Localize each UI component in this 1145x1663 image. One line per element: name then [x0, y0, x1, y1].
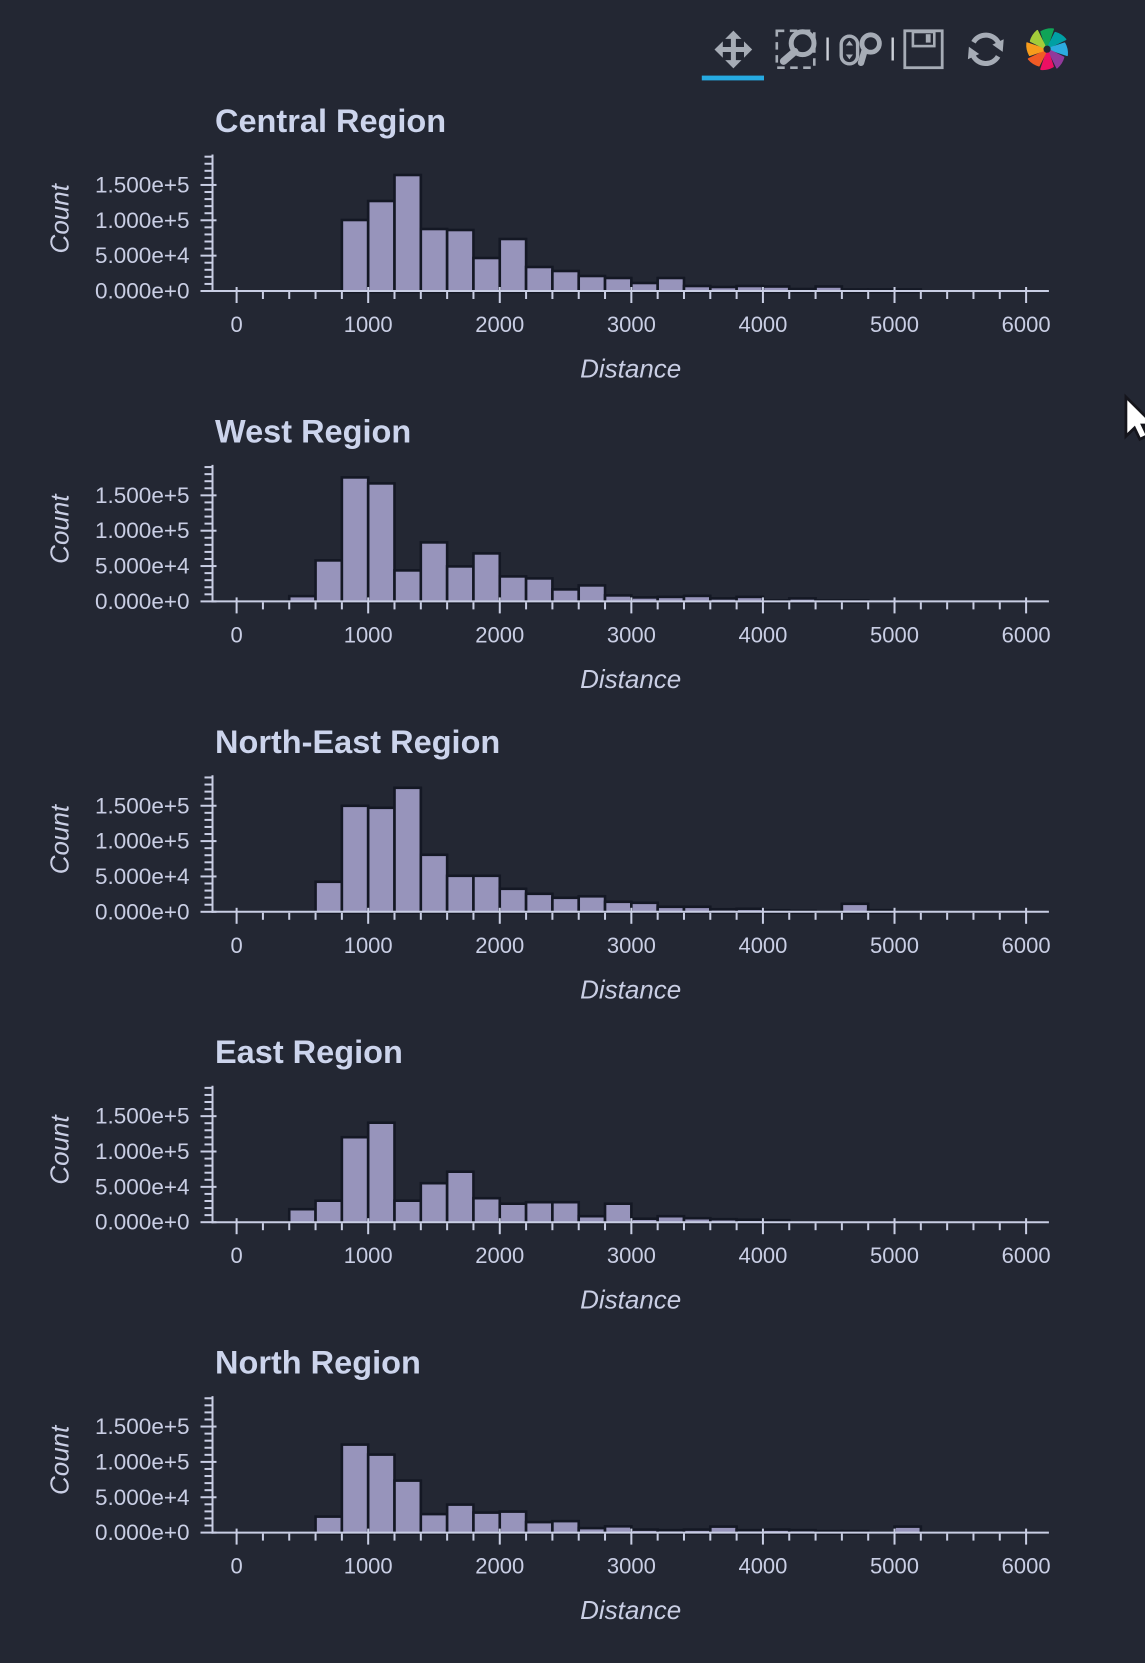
svg-text:1.500e+5: 1.500e+5	[95, 1414, 189, 1439]
svg-text:5.000e+4: 5.000e+4	[95, 554, 189, 579]
svg-text:2000: 2000	[475, 312, 524, 337]
svg-text:1.000e+5: 1.000e+5	[95, 1449, 189, 1474]
svg-text:Distance: Distance	[580, 354, 681, 384]
svg-text:1000: 1000	[344, 622, 393, 647]
svg-text:0.000e+0: 0.000e+0	[95, 279, 189, 304]
svg-text:5.000e+4: 5.000e+4	[95, 864, 189, 889]
svg-text:6000: 6000	[1002, 1554, 1051, 1579]
svg-text:6000: 6000	[1002, 622, 1051, 647]
svg-text:4000: 4000	[738, 933, 787, 958]
svg-text:3000: 3000	[607, 933, 656, 958]
svg-text:5000: 5000	[870, 1554, 919, 1579]
svg-text:3000: 3000	[607, 1554, 656, 1579]
svg-text:3000: 3000	[607, 312, 656, 337]
svg-text:2000: 2000	[475, 1243, 524, 1268]
svg-text:0.000e+0: 0.000e+0	[95, 589, 189, 614]
svg-text:1000: 1000	[344, 1243, 393, 1268]
svg-text:1.000e+5: 1.000e+5	[95, 518, 189, 543]
svg-text:0: 0	[230, 1554, 242, 1579]
svg-text:5000: 5000	[870, 933, 919, 958]
svg-text:West Region: West Region	[215, 413, 411, 449]
svg-text:Count: Count	[44, 1424, 74, 1495]
svg-text:0: 0	[230, 1243, 242, 1268]
svg-text:Central Region: Central Region	[215, 103, 446, 139]
svg-text:1.500e+5: 1.500e+5	[95, 1104, 189, 1129]
svg-text:4000: 4000	[738, 1554, 787, 1579]
svg-text:Count: Count	[44, 1113, 74, 1184]
svg-text:6000: 6000	[1002, 933, 1051, 958]
svg-text:5000: 5000	[870, 1243, 919, 1268]
svg-text:6000: 6000	[1002, 312, 1051, 337]
svg-text:North Region: North Region	[215, 1345, 421, 1381]
svg-text:1.500e+5: 1.500e+5	[95, 483, 189, 508]
svg-text:5.000e+4: 5.000e+4	[95, 1174, 189, 1199]
svg-text:1.000e+5: 1.000e+5	[95, 829, 189, 854]
svg-text:North-East Region: North-East Region	[215, 724, 500, 760]
svg-text:5000: 5000	[870, 312, 919, 337]
svg-text:0.000e+0: 0.000e+0	[95, 899, 189, 924]
svg-text:0: 0	[230, 312, 242, 337]
svg-text:5.000e+4: 5.000e+4	[95, 243, 189, 268]
svg-text:4000: 4000	[738, 312, 787, 337]
svg-text:0.000e+0: 0.000e+0	[95, 1520, 189, 1545]
svg-text:Distance: Distance	[580, 1285, 681, 1315]
svg-text:East Region: East Region	[215, 1034, 403, 1070]
svg-text:1000: 1000	[344, 933, 393, 958]
svg-text:Distance: Distance	[580, 664, 681, 694]
svg-text:1.000e+5: 1.000e+5	[95, 1139, 189, 1164]
svg-text:2000: 2000	[475, 933, 524, 958]
svg-text:Count: Count	[44, 493, 74, 564]
svg-text:5.000e+4: 5.000e+4	[95, 1485, 189, 1510]
svg-text:Distance: Distance	[580, 974, 681, 1004]
svg-text:0.000e+0: 0.000e+0	[95, 1210, 189, 1235]
svg-text:0: 0	[230, 933, 242, 958]
svg-text:0: 0	[230, 622, 242, 647]
svg-text:6000: 6000	[1002, 1243, 1051, 1268]
svg-text:4000: 4000	[738, 1243, 787, 1268]
svg-text:Distance: Distance	[580, 1595, 681, 1625]
svg-text:1000: 1000	[344, 312, 393, 337]
svg-text:3000: 3000	[607, 622, 656, 647]
svg-text:Count: Count	[44, 182, 74, 253]
svg-text:4000: 4000	[738, 622, 787, 647]
svg-text:2000: 2000	[475, 622, 524, 647]
svg-text:Count: Count	[44, 803, 74, 874]
svg-text:1.000e+5: 1.000e+5	[95, 208, 189, 233]
svg-text:3000: 3000	[607, 1243, 656, 1268]
svg-text:1.500e+5: 1.500e+5	[95, 793, 189, 818]
svg-text:1000: 1000	[344, 1554, 393, 1579]
svg-text:1.500e+5: 1.500e+5	[95, 172, 189, 197]
svg-text:5000: 5000	[870, 622, 919, 647]
svg-text:2000: 2000	[475, 1554, 524, 1579]
